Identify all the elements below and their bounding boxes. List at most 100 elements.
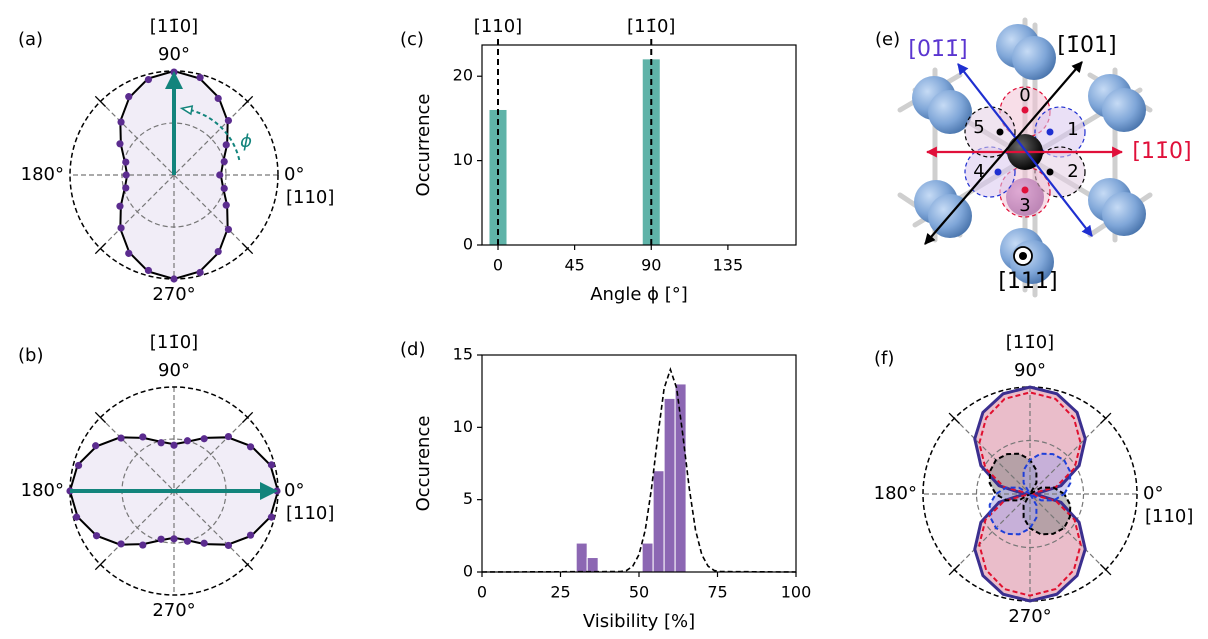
theta-tick: [948, 563, 961, 576]
grid-circle: [975, 439, 1085, 549]
y-tick-label: 5: [463, 489, 473, 508]
bar: [674, 383, 687, 573]
angle-symbol: ϕ: [240, 131, 252, 152]
site-label: 4: [973, 161, 984, 182]
theta-tick: [241, 242, 254, 255]
data-point: [183, 537, 192, 545]
data-point: [170, 441, 178, 449]
data-point: [117, 540, 125, 548]
data-point: [224, 541, 233, 550]
data-point: [122, 184, 130, 192]
theta-tick: [1099, 563, 1112, 576]
panel-label: (e): [875, 29, 900, 50]
direction-label: [11̄0]: [150, 332, 198, 353]
theta-tick-label: 90°: [158, 360, 190, 381]
x-tick-label: 0: [477, 583, 487, 602]
y-tick-label: 20: [453, 66, 473, 85]
data-point: [92, 532, 101, 540]
fit-curve: [481, 366, 797, 573]
data-point: [125, 93, 133, 101]
y-tick-label: 10: [453, 150, 473, 169]
y-tick-label: 15: [453, 345, 473, 364]
y-axis-label: Occurence: [413, 416, 434, 512]
data-point: [214, 247, 222, 256]
bar: [575, 542, 588, 573]
data-point: [200, 539, 208, 547]
bar: [652, 470, 665, 573]
panel-label: (c): [400, 29, 424, 50]
panel-label: (a): [18, 29, 43, 50]
x-tick-label: 135: [713, 256, 744, 275]
data-point: [157, 439, 165, 447]
reference-label: [110]: [474, 16, 522, 37]
polar-curve: [973, 385, 1087, 603]
angle-arrowhead: [179, 105, 194, 116]
x-tick-label: 25: [550, 583, 570, 602]
theta-tick-label: 0°: [284, 480, 304, 501]
reference-label: [11̄0]: [627, 16, 675, 37]
theta-tick-label: 180°: [21, 480, 64, 501]
data-point: [170, 535, 178, 543]
data-point: [267, 513, 276, 521]
data-point: [183, 437, 192, 445]
direction-arrowhead: [165, 71, 183, 89]
data-point: [125, 249, 133, 257]
panel-label: (d): [400, 339, 425, 360]
data-point: [224, 116, 233, 125]
data-point: [117, 118, 125, 126]
data-point: [116, 202, 124, 210]
data-point: [220, 157, 228, 166]
data-point: [220, 184, 228, 193]
site-label: 0: [1019, 85, 1030, 106]
site-label: 5: [973, 117, 984, 138]
data-point: [196, 268, 204, 277]
bar: [586, 557, 599, 573]
theta-tick-label: 0°: [284, 164, 304, 185]
site-label: 2: [1067, 161, 1078, 182]
theta-tick-label: 180°: [874, 483, 917, 504]
theta-tick-label: 180°: [21, 164, 64, 185]
bar: [663, 397, 676, 573]
theta-tick-label: 90°: [1014, 360, 1046, 381]
site-label: 3: [1019, 195, 1030, 216]
direction-label: [11̄0]: [1006, 332, 1054, 353]
y-tick-label: 0: [463, 235, 473, 254]
axis-label: [11̄0]: [1132, 139, 1191, 164]
panel-label: (b): [18, 345, 43, 366]
theta-tick: [241, 411, 254, 424]
axes-frame: [481, 354, 797, 573]
data-point: [246, 531, 255, 539]
data-point: [144, 266, 153, 275]
x-axis-label: Angle ϕ [°]: [590, 284, 688, 305]
data-point: [139, 433, 147, 441]
data-point: [222, 141, 230, 149]
x-axis-label: Visibility [%]: [583, 611, 695, 632]
bar: [641, 542, 654, 573]
black-arrow: [924, 61, 1083, 245]
data-point: [267, 461, 276, 469]
data-point: [117, 434, 125, 442]
axes-frame: [481, 44, 797, 246]
theta-tick-label: 0°: [1143, 483, 1163, 504]
x-tick-label: 90: [641, 256, 661, 275]
data-point: [157, 535, 165, 543]
direction-label: [11̄0]: [150, 16, 198, 37]
direction-label: [110]: [286, 187, 334, 208]
theta-tick: [1099, 412, 1112, 425]
x-tick-label: 0: [493, 256, 503, 275]
data-point: [196, 73, 204, 82]
view-symbol: [1019, 252, 1027, 260]
axis-label: [111]: [998, 269, 1057, 294]
bar: [489, 109, 507, 245]
data-point: [224, 225, 233, 234]
data-point: [139, 541, 147, 549]
x-tick-label: 50: [629, 583, 649, 602]
data-point: [214, 94, 222, 103]
axis-label: [01̄1̄]: [908, 37, 967, 62]
data-point: [222, 201, 230, 209]
crystal-diagram: (e): [875, 17, 1192, 298]
y-tick-label: 10: [453, 417, 473, 436]
polar-curve: [988, 452, 1072, 536]
data-point: [122, 171, 130, 179]
